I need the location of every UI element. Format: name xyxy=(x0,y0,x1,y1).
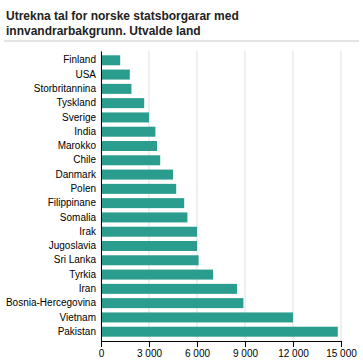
y-tick: Jugoslavia xyxy=(49,240,101,251)
y-tick-label: Filippinane xyxy=(48,197,97,208)
bar xyxy=(101,312,293,322)
x-axis-line xyxy=(102,342,342,348)
y-tick: Storbritannina xyxy=(34,83,101,94)
y-tick: Marokko xyxy=(58,140,101,151)
x-tick-mark xyxy=(197,341,198,347)
y-tick-label: USA xyxy=(75,69,96,80)
x-tick-label: 15 000 xyxy=(326,348,357,359)
y-tick-label: Tyskland xyxy=(57,97,96,108)
x-tick-label: 6 000 xyxy=(185,348,210,359)
bar xyxy=(101,184,176,194)
x-tick-mark xyxy=(341,341,342,347)
x-tick-label: 0 xyxy=(99,348,105,359)
x-tick-mark xyxy=(245,341,246,347)
y-tick-label: Tyrkia xyxy=(69,269,96,280)
y-tick-label: Bosnia-Hercegovina xyxy=(6,297,96,308)
y-tick-label: Sverige xyxy=(62,112,96,123)
x-tick-mark xyxy=(149,341,150,347)
bar xyxy=(101,241,197,251)
x-tick: 3 000 xyxy=(137,341,162,359)
y-tick: Finland xyxy=(63,54,101,65)
y-tick-label: Pakistan xyxy=(58,326,96,337)
x-axis: 0 3 000 6 000 9 000 12 000 15 000 xyxy=(99,341,358,359)
y-tick: Tyrkia xyxy=(69,269,101,280)
y-tick: Danmark xyxy=(55,169,101,180)
x-tick-label: 3 000 xyxy=(137,348,162,359)
grid-line xyxy=(341,51,342,341)
x-tick: 6 000 xyxy=(185,341,210,359)
grid-line xyxy=(293,51,294,341)
chart-svg: Utrekna tal for norske statsborgarar med… xyxy=(0,0,363,363)
y-tick-label: Vietnam xyxy=(59,312,96,323)
y-tick: Chile xyxy=(73,154,101,165)
x-tick: 0 xyxy=(99,341,105,359)
bar xyxy=(101,70,130,80)
y-tick: Irak xyxy=(79,226,101,237)
title-rule xyxy=(4,41,359,42)
bar xyxy=(101,270,213,280)
y-tick-label: Chile xyxy=(73,154,96,165)
grid-line xyxy=(245,51,246,341)
grid xyxy=(101,51,341,341)
bar xyxy=(101,198,184,208)
x-tick-mark xyxy=(101,341,102,347)
bars xyxy=(101,55,338,336)
bar xyxy=(101,55,120,65)
x-tick: 9 000 xyxy=(233,341,258,359)
y-tick: Filippinane xyxy=(48,197,101,208)
bar xyxy=(101,298,243,308)
bar xyxy=(101,84,131,94)
y-tick-label: Marokko xyxy=(58,140,97,151)
y-tick-label: Somalia xyxy=(60,212,97,223)
y-tick: Iran xyxy=(79,283,101,294)
bar xyxy=(101,141,157,151)
chart-container: Utrekna tal for norske statsborgarar med… xyxy=(0,0,363,363)
y-tick: Sri Lanka xyxy=(54,254,101,265)
y-tick: Somalia xyxy=(60,212,101,223)
grid-line xyxy=(197,51,198,341)
y-tick-label: India xyxy=(74,126,96,137)
x-tick-mark xyxy=(293,341,294,347)
bar xyxy=(101,327,338,337)
y-tick: USA xyxy=(75,69,101,80)
bar xyxy=(101,155,160,165)
y-tick-label: Irak xyxy=(79,226,97,237)
y-tick-label: Danmark xyxy=(55,169,97,180)
bar xyxy=(101,212,187,222)
y-tick: Vietnam xyxy=(59,312,101,323)
y-tick: Polen xyxy=(70,183,101,194)
grid-line xyxy=(149,51,150,341)
y-axis: Finland USA Storbritannina Tyskland Sverige I… xyxy=(6,52,102,342)
y-tick: India xyxy=(74,126,101,137)
bar xyxy=(101,98,144,108)
y-axis-line xyxy=(101,52,102,342)
bar xyxy=(101,112,149,122)
x-tick: 15 000 xyxy=(326,341,357,359)
x-tick: 12 000 xyxy=(278,341,309,359)
y-tick-label: Iran xyxy=(79,283,96,294)
y-tick-label: Polen xyxy=(70,183,96,194)
x-tick-label: 12 000 xyxy=(278,348,309,359)
y-tick: Bosnia-Hercegovina xyxy=(6,297,101,308)
bar xyxy=(101,127,155,137)
bar xyxy=(101,170,173,180)
y-tick: Tyskland xyxy=(57,97,101,108)
y-tick: Pakistan xyxy=(58,326,101,337)
y-tick-label: Jugoslavia xyxy=(49,240,97,251)
bar xyxy=(101,255,199,265)
x-tick-label: 9 000 xyxy=(233,348,258,359)
bar xyxy=(101,227,197,237)
y-tick: Sverige xyxy=(62,112,101,123)
y-tick-label: Finland xyxy=(63,54,96,65)
grid-line xyxy=(101,51,102,341)
y-tick-label: Sri Lanka xyxy=(54,254,97,265)
bar xyxy=(101,284,237,294)
y-tick-label: Storbritannina xyxy=(34,83,97,94)
title: Utrekna tal for norske statsborgarar med… xyxy=(6,9,239,38)
